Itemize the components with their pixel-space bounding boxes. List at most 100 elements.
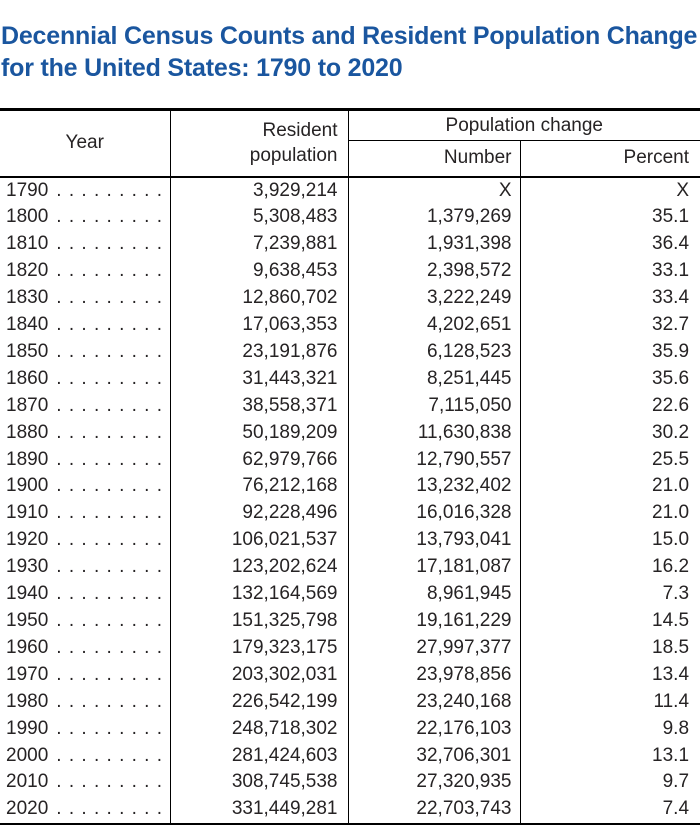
- table-row: 1920 . . . . . . . . . . . . . . . . . . …: [0, 527, 700, 555]
- year-value: 1980: [6, 690, 49, 712]
- change-number-value: 27,997,377: [347, 634, 520, 662]
- column-header-year: Year: [0, 109, 170, 178]
- table-row: 1950 . . . . . . . . . . . . . . . . . . …: [0, 608, 700, 635]
- change-percent-value: 35.6: [519, 365, 700, 393]
- change-percent-value: 35.9: [519, 338, 700, 366]
- column-header-year-label: Year: [65, 132, 104, 154]
- dot-leader: . . . . . . . . . . . . . . . . . . . .: [56, 421, 169, 443]
- table-row: 2020 . . . . . . . . . . . . . . . . . . …: [0, 796, 700, 825]
- table-row: 1820 . . . . . . . . . . . . . . . . . . …: [0, 258, 700, 286]
- year-cell: 1800 . . . . . . . . . . . . . . . . . . …: [0, 204, 170, 231]
- dot-leader: . . . . . . . . . . . . . . . . . . . .: [56, 448, 169, 470]
- change-number-value: X: [347, 176, 520, 205]
- change-number-value: 2,398,572: [347, 258, 520, 286]
- change-number-value: 23,978,856: [347, 661, 520, 689]
- year-cell-content: 1790 . . . . . . . . . . . . . . . . . . …: [6, 178, 170, 205]
- column-header-population-change: Population change: [347, 109, 700, 141]
- year-value: 1990: [6, 717, 49, 739]
- dot-leader: . . . . . . . . . . . . . . . . . . . .: [56, 717, 169, 739]
- year-cell: 1960 . . . . . . . . . . . . . . . . . . …: [0, 635, 170, 662]
- year-cell: 1900 . . . . . . . . . . . . . . . . . . …: [0, 473, 170, 500]
- change-percent-value: 30.2: [519, 419, 700, 447]
- table-row: 1800 . . . . . . . . . . . . . . . . . . …: [0, 204, 700, 232]
- resident-population-value: 31,443,321: [169, 365, 348, 393]
- year-cell-content: 1910 . . . . . . . . . . . . . . . . . . …: [6, 500, 170, 527]
- year-value: 1940: [6, 583, 49, 605]
- year-value: 1870: [6, 394, 49, 416]
- change-percent-value: 7.4: [519, 796, 700, 825]
- column-header-number-label: Number: [443, 147, 512, 169]
- year-cell-content: 1880 . . . . . . . . . . . . . . . . . . …: [6, 420, 170, 447]
- dot-leader: . . . . . . . . . . . . . . . . . . . .: [56, 636, 169, 658]
- year-cell-content: 1960 . . . . . . . . . . . . . . . . . . …: [6, 635, 170, 662]
- dot-leader: . . . . . . . . . . . . . . . . . . . .: [56, 367, 169, 389]
- year-cell: 1810 . . . . . . . . . . . . . . . . . . …: [0, 231, 170, 258]
- year-cell-content: 1970 . . . . . . . . . . . . . . . . . . …: [6, 662, 170, 689]
- change-percent-value: 21.0: [519, 473, 700, 501]
- resident-population-value: 76,212,168: [169, 473, 348, 501]
- year-cell: 1930 . . . . . . . . . . . . . . . . . . …: [0, 554, 170, 581]
- table-row: 1810 . . . . . . . . . . . . . . . . . . …: [0, 231, 700, 259]
- dot-leader: . . . . . . . . . . . . . . . . . . . .: [56, 287, 169, 309]
- resident-population-value: 7,239,881: [169, 231, 348, 259]
- change-percent-value: 18.5: [519, 634, 700, 662]
- year-cell: 1830 . . . . . . . . . . . . . . . . . . …: [0, 285, 170, 312]
- year-value: 2000: [6, 744, 49, 766]
- resident-population-value: 50,189,209: [169, 419, 348, 447]
- dot-leader: . . . . . . . . . . . . . . . . . . . .: [56, 233, 169, 255]
- year-cell-content: 1870 . . . . . . . . . . . . . . . . . . …: [6, 393, 170, 420]
- table-row: 1990 . . . . . . . . . . . . . . . . . . …: [0, 715, 700, 743]
- change-percent-value: 21.0: [519, 500, 700, 528]
- change-number-value: 1,931,398: [347, 231, 520, 259]
- change-percent-value: 7.3: [519, 581, 700, 608]
- dot-leader: . . . . . . . . . . . . . . . . . . . .: [56, 206, 169, 228]
- resident-population-value: 3,929,214: [169, 176, 348, 205]
- dot-leader: . . . . . . . . . . . . . . . . . . . .: [56, 771, 169, 793]
- resident-population-value: 9,638,453: [169, 258, 348, 286]
- change-number-value: 1,379,269: [347, 204, 520, 232]
- column-header-number: Number: [347, 140, 520, 178]
- change-percent-value: 11.4: [519, 688, 700, 716]
- change-number-value: 27,320,935: [347, 769, 520, 797]
- year-cell-content: 1800 . . . . . . . . . . . . . . . . . . …: [6, 204, 170, 231]
- dot-leader: . . . . . . . . . . . . . . . . . . . .: [56, 179, 169, 201]
- year-cell: 2000 . . . . . . . . . . . . . . . . . . …: [0, 743, 170, 770]
- resident-population-value: 12,860,702: [169, 285, 348, 313]
- year-cell-content: 1850 . . . . . . . . . . . . . . . . . . …: [6, 339, 170, 366]
- table-row: 1960 . . . . . . . . . . . . . . . . . . …: [0, 634, 700, 662]
- year-value: 1840: [6, 314, 49, 336]
- change-number-value: 23,240,168: [347, 688, 520, 716]
- dot-leader: . . . . . . . . . . . . . . . . . . . .: [56, 475, 169, 497]
- change-percent-value: 25.5: [519, 446, 700, 474]
- year-cell: 1880 . . . . . . . . . . . . . . . . . . …: [0, 420, 170, 447]
- dot-leader: . . . . . . . . . . . . . . . . . . . .: [56, 314, 169, 336]
- change-percent-value: 14.5: [519, 608, 700, 635]
- resident-population-value: 23,191,876: [169, 338, 348, 366]
- change-number-value: 32,706,301: [347, 742, 520, 770]
- table-row: 2000 . . . . . . . . . . . . . . . . . . …: [0, 742, 700, 770]
- year-value: 1950: [6, 610, 49, 631]
- year-cell: 1990 . . . . . . . . . . . . . . . . . . …: [0, 716, 170, 743]
- year-cell-content: 1860 . . . . . . . . . . . . . . . . . . …: [6, 366, 170, 393]
- change-number-value: 22,176,103: [347, 715, 520, 743]
- table-row: 1940 . . . . . . . . . . . . . . . . . . …: [0, 581, 700, 608]
- year-cell-content: 1900 . . . . . . . . . . . . . . . . . . …: [6, 473, 170, 500]
- table-row: 1900 . . . . . . . . . . . . . . . . . . …: [0, 473, 700, 501]
- dot-leader: . . . . . . . . . . . . . . . . . . . .: [56, 798, 169, 820]
- change-percent-value: 13.4: [519, 661, 700, 689]
- year-cell: 2020 . . . . . . . . . . . . . . . . . . …: [0, 796, 170, 824]
- table-row: 1880 . . . . . . . . . . . . . . . . . . …: [0, 419, 700, 447]
- year-cell-content: 1940 . . . . . . . . . . . . . . . . . . …: [6, 581, 170, 608]
- change-number-value: 12,790,557: [347, 446, 520, 474]
- change-percent-value: 36.4: [519, 231, 700, 259]
- change-percent-value: 33.4: [519, 285, 700, 313]
- year-cell: 1950 . . . . . . . . . . . . . . . . . . …: [0, 608, 170, 635]
- change-percent-value: 13.1: [519, 742, 700, 770]
- year-cell-content: 2010 . . . . . . . . . . . . . . . . . . …: [6, 769, 170, 796]
- year-value: 1960: [6, 636, 49, 658]
- column-header-percent-label: Percent: [623, 147, 690, 169]
- year-cell: 1870 . . . . . . . . . . . . . . . . . . …: [0, 393, 170, 420]
- year-cell-content: 2000 . . . . . . . . . . . . . . . . . . …: [6, 743, 170, 770]
- year-cell-content: 1930 . . . . . . . . . . . . . . . . . . …: [6, 554, 170, 581]
- table-row: 1870 . . . . . . . . . . . . . . . . . . …: [0, 392, 700, 420]
